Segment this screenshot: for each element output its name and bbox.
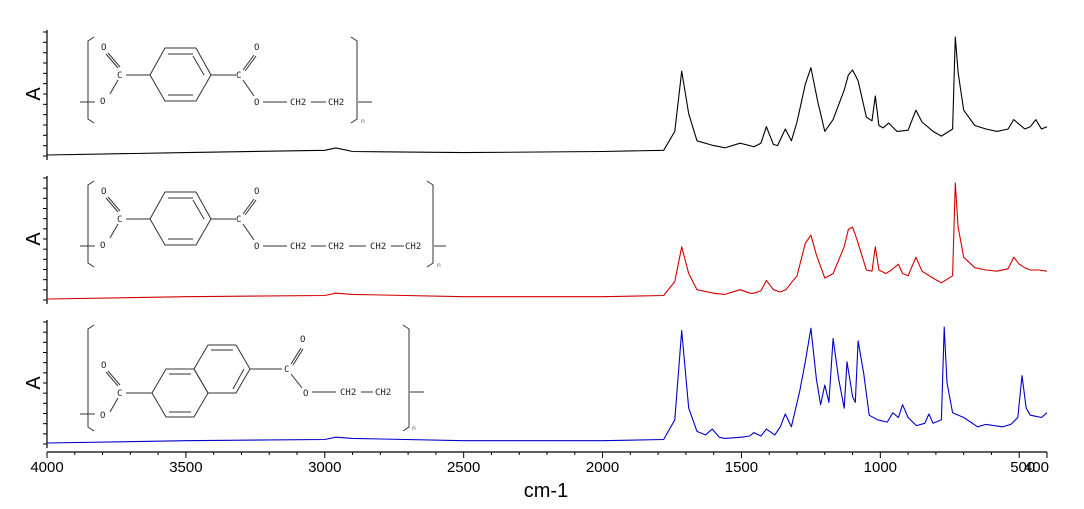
x-tick-label: 500	[1010, 459, 1035, 476]
struct1-label-n: n	[361, 118, 365, 125]
struct1-label-o-top: O	[101, 43, 106, 53]
struct3-label-c-right: C	[284, 365, 289, 375]
struct3-label-o-bottom: O	[100, 411, 105, 421]
panel-1-spectrum-line	[46, 36, 1048, 156]
panel-1-structure: O C O C O O CH2 CH2 n	[80, 36, 372, 125]
struct2-label-ch2-d: CH2	[405, 242, 421, 252]
struct1-label-ch2-b: CH2	[328, 98, 344, 108]
struct1-label-ch2-a: CH2	[290, 98, 306, 108]
spectra-panels: A A A	[23, 30, 1048, 448]
x-tick-label: 2500	[447, 459, 480, 476]
struct2-label-n: n	[437, 262, 441, 269]
struct2-label-o-carbonyl: O	[254, 187, 259, 197]
panel-3-structure: O C O C O O CH2 CH2 n	[80, 324, 424, 432]
struct3-label-n: n	[412, 425, 416, 432]
x-tick-label: 1000	[864, 459, 897, 476]
x-tick-label: 400	[1024, 459, 1049, 476]
struct1-label-o-carbonyl: O	[254, 43, 259, 53]
struct3-label-o-top: O	[101, 361, 106, 371]
struct2-label-ch2-c: CH2	[370, 242, 386, 252]
x-tick-label: 3000	[308, 459, 341, 476]
x-tick-label: 2000	[586, 459, 619, 476]
struct1-label-c-right: C	[236, 71, 241, 81]
x-tick-label: 4000	[30, 459, 63, 476]
struct2-label-c-left: C	[117, 215, 122, 225]
struct3-label-ch2-b: CH2	[375, 388, 391, 398]
panel-2-y-label: A	[23, 232, 45, 246]
x-tick-label: 3500	[169, 459, 202, 476]
struct2-label-o-bottom: O	[100, 241, 105, 251]
x-tick-label: 1500	[725, 459, 758, 476]
struct2-label-c-right: C	[236, 215, 241, 225]
panel-1-y-label: A	[23, 87, 45, 101]
struct1-label-c-left: C	[117, 71, 122, 81]
x-axis-title: cm-1	[524, 480, 568, 502]
struct2-label-o-top: O	[101, 187, 106, 197]
struct3-label-o-ether: O	[303, 389, 308, 399]
panel-3-spectrum-line	[46, 326, 1048, 444]
panel-3-y-label: A	[23, 376, 45, 390]
panel-2-spectrum-line	[46, 182, 1048, 300]
struct3-label-ch2-a: CH2	[340, 388, 356, 398]
struct1-label-o-ether: O	[254, 98, 259, 108]
struct2-label-ch2-b: CH2	[328, 242, 344, 252]
struct3-label-o-carbonyl: O	[300, 335, 305, 345]
struct3-label-c-left: C	[117, 389, 122, 399]
struct2-label-ch2-a: CH2	[290, 242, 306, 252]
panel-2-structure: O C O C O O CH2 CH2 CH2 CH2 n	[80, 180, 446, 269]
struct1-label-o-bottom: O	[100, 97, 105, 107]
struct2-label-o-ether: O	[254, 242, 259, 252]
